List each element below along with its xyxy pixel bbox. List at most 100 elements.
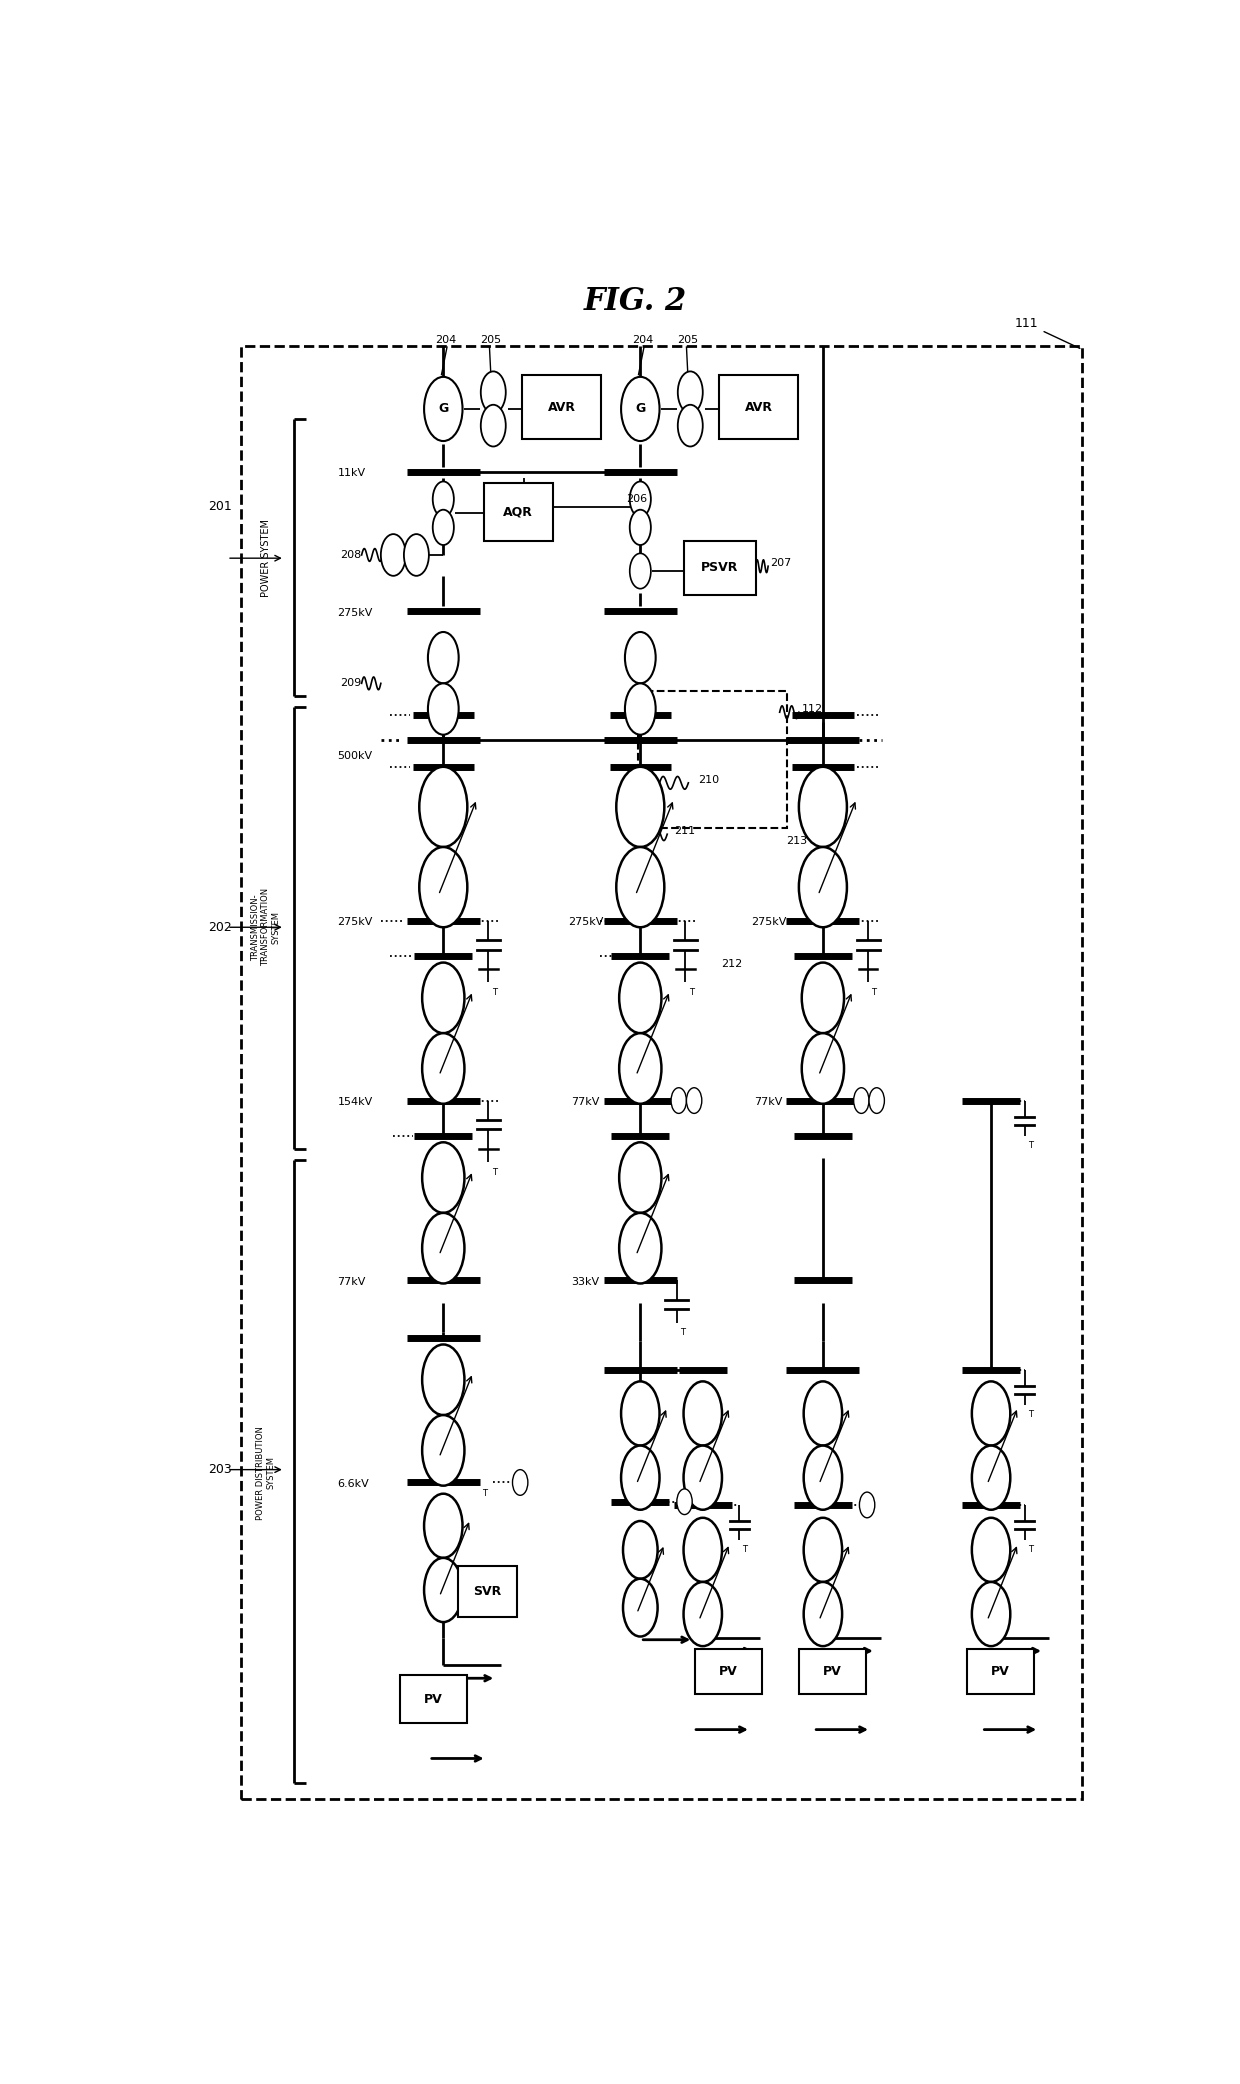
Circle shape [804, 1382, 842, 1446]
Text: T: T [492, 1167, 497, 1177]
Text: 205: 205 [480, 336, 501, 346]
Text: T: T [1028, 1544, 1033, 1555]
Text: 204: 204 [435, 336, 456, 346]
Circle shape [419, 846, 467, 927]
Bar [639, 692, 787, 827]
Text: PV: PV [823, 1665, 842, 1678]
Text: 33kV: 33kV [572, 1277, 599, 1288]
Circle shape [683, 1446, 722, 1509]
Text: 11kV: 11kV [337, 469, 366, 477]
Text: 208: 208 [341, 550, 362, 561]
Text: T: T [872, 988, 877, 998]
Text: T: T [689, 988, 694, 998]
Text: 204: 204 [632, 336, 653, 346]
Circle shape [683, 1582, 722, 1646]
Circle shape [422, 1213, 465, 1284]
Text: 209: 209 [341, 679, 362, 688]
Text: 77kV: 77kV [337, 1277, 366, 1288]
Circle shape [625, 684, 656, 736]
Circle shape [799, 767, 847, 846]
Text: POWER SYSTEM: POWER SYSTEM [260, 519, 270, 598]
Circle shape [433, 511, 454, 546]
Circle shape [683, 1517, 722, 1582]
Text: 154kV: 154kV [337, 1096, 373, 1107]
Text: T: T [681, 1328, 686, 1338]
Circle shape [424, 1494, 463, 1559]
Text: 6.6kV: 6.6kV [337, 1480, 370, 1490]
Circle shape [972, 1446, 1011, 1509]
Circle shape [859, 1492, 874, 1517]
Text: 275kV: 275kV [568, 917, 604, 927]
Text: 207: 207 [770, 559, 791, 569]
Bar [401, 1676, 467, 1723]
Circle shape [381, 534, 405, 575]
Circle shape [799, 846, 847, 927]
Circle shape [404, 534, 429, 575]
Bar [696, 1648, 763, 1694]
Text: T: T [1028, 1411, 1033, 1419]
Bar [522, 375, 601, 440]
Circle shape [853, 1088, 869, 1113]
Circle shape [621, 1446, 660, 1509]
Circle shape [428, 684, 459, 736]
Circle shape [625, 631, 656, 684]
Circle shape [678, 404, 703, 446]
Text: TRANSMISSION-
TRANSFORMATION
SYSTEM: TRANSMISSION- TRANSFORMATION SYSTEM [250, 888, 280, 967]
Bar [242, 346, 1083, 1798]
Circle shape [428, 631, 459, 684]
Circle shape [630, 554, 651, 588]
Text: 212: 212 [720, 959, 743, 969]
Text: 77kV: 77kV [754, 1096, 782, 1107]
Circle shape [422, 963, 465, 1034]
Circle shape [972, 1582, 1011, 1646]
Circle shape [619, 1142, 661, 1213]
Text: AVR: AVR [548, 400, 575, 415]
Text: 211: 211 [675, 825, 696, 836]
Text: G: G [635, 402, 646, 415]
Circle shape [630, 511, 651, 546]
Circle shape [419, 767, 467, 846]
Circle shape [802, 963, 844, 1034]
Text: FIG. 2: FIG. 2 [584, 286, 687, 317]
Circle shape [619, 963, 661, 1034]
Text: 203: 203 [208, 1463, 232, 1475]
Circle shape [630, 481, 651, 517]
Text: 210: 210 [698, 775, 719, 786]
Text: 201: 201 [208, 500, 232, 513]
Circle shape [683, 1382, 722, 1446]
Text: 275kV: 275kV [751, 917, 786, 927]
Text: T: T [492, 988, 497, 998]
Circle shape [619, 1213, 661, 1284]
Text: 112: 112 [802, 704, 823, 715]
Text: 275kV: 275kV [337, 917, 373, 927]
Circle shape [422, 1034, 465, 1105]
Circle shape [671, 1088, 687, 1113]
Circle shape [616, 846, 665, 927]
Bar [484, 483, 553, 540]
Bar [458, 1565, 517, 1617]
Text: T: T [481, 1488, 487, 1498]
Text: 111: 111 [1016, 317, 1080, 348]
Circle shape [512, 1469, 528, 1496]
Circle shape [621, 1382, 660, 1446]
Text: AVR: AVR [744, 400, 773, 415]
Text: PV: PV [991, 1665, 1011, 1678]
Circle shape [481, 371, 506, 413]
Circle shape [804, 1446, 842, 1509]
Bar [719, 375, 797, 440]
Text: AQR: AQR [503, 504, 533, 519]
Circle shape [433, 481, 454, 517]
Circle shape [424, 1559, 463, 1621]
Text: 205: 205 [677, 336, 698, 346]
Bar [799, 1648, 866, 1694]
Circle shape [869, 1088, 884, 1113]
Circle shape [972, 1517, 1011, 1582]
Circle shape [422, 1142, 465, 1213]
Text: POWER DISTRIBUTION
SYSTEM: POWER DISTRIBUTION SYSTEM [255, 1425, 275, 1519]
Circle shape [678, 371, 703, 413]
Text: G: G [438, 402, 449, 415]
Bar [967, 1648, 1034, 1694]
Circle shape [422, 1415, 465, 1486]
Circle shape [621, 377, 660, 442]
Circle shape [804, 1582, 842, 1646]
